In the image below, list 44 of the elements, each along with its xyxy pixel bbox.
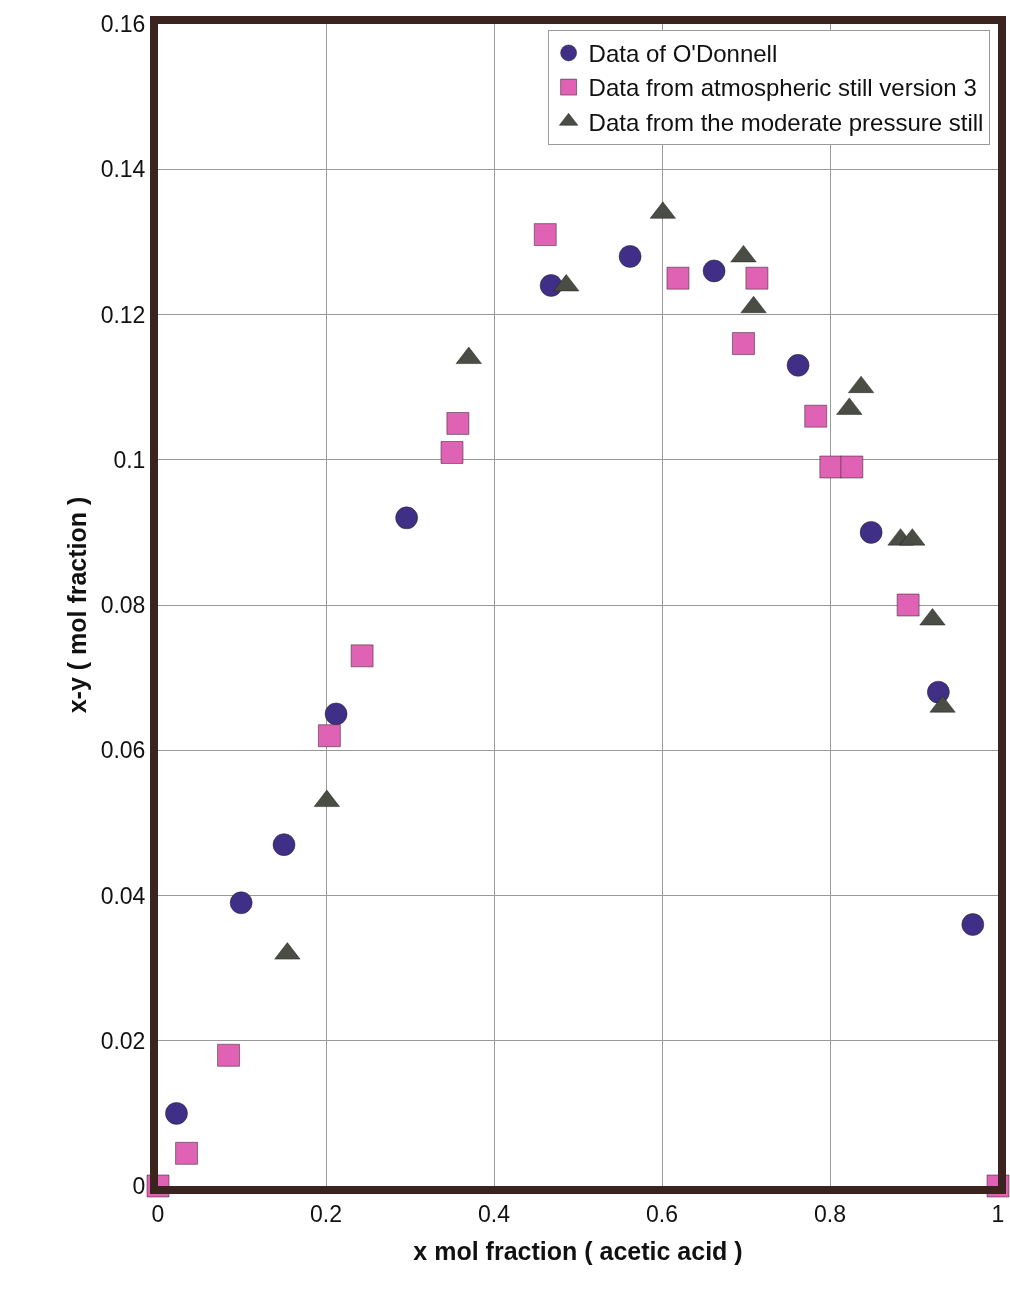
point	[272, 833, 296, 856]
legend-label: Data from the moderate pressure still	[588, 108, 984, 136]
y-tick-label: 0.08	[100, 592, 146, 619]
y-tick-label: 0.16	[100, 11, 146, 38]
y-tick-label: 0.14	[100, 156, 146, 183]
x-tick-label: 0.8	[814, 1200, 846, 1227]
point	[533, 223, 557, 246]
point	[732, 332, 755, 355]
point	[175, 1142, 198, 1165]
point	[440, 441, 464, 464]
point	[217, 1044, 240, 1067]
point	[745, 266, 769, 290]
point	[165, 1102, 188, 1125]
point	[819, 455, 843, 479]
point	[961, 913, 985, 936]
x-tick-label: 0	[151, 1200, 165, 1227]
point	[324, 702, 348, 726]
y-tick-label: 0.12	[100, 301, 146, 328]
y-tick-label: 0.02	[100, 1027, 146, 1054]
point	[618, 245, 642, 268]
point	[896, 593, 920, 617]
x-axis-title: x mol fraction ( acetic acid )	[413, 1237, 743, 1266]
x-tick-label: 1	[991, 1200, 1005, 1227]
x-tick-label: 0.6	[646, 1200, 678, 1227]
legend-label: Data of O'Donnell	[588, 40, 778, 68]
point	[786, 354, 810, 377]
legend-label: Data from atmospheric still version 3	[588, 74, 977, 102]
point	[446, 412, 470, 435]
point	[804, 404, 827, 428]
y-tick-label: 0.06	[100, 737, 146, 764]
y-tick-label: 0	[132, 1173, 146, 1200]
y-axis-title: x-y ( mol fraction )	[62, 496, 91, 714]
point	[859, 521, 883, 544]
x-tick-label: 0.4	[478, 1200, 511, 1227]
point	[318, 724, 341, 747]
point	[702, 259, 726, 283]
y-tick-label: 0.04	[100, 882, 146, 909]
point	[395, 506, 418, 530]
point	[666, 266, 690, 290]
point	[229, 891, 253, 914]
point	[840, 455, 864, 479]
y-tick-label: 0.1	[113, 446, 146, 473]
x-tick-label: 0.2	[310, 1200, 342, 1227]
point	[350, 644, 374, 668]
